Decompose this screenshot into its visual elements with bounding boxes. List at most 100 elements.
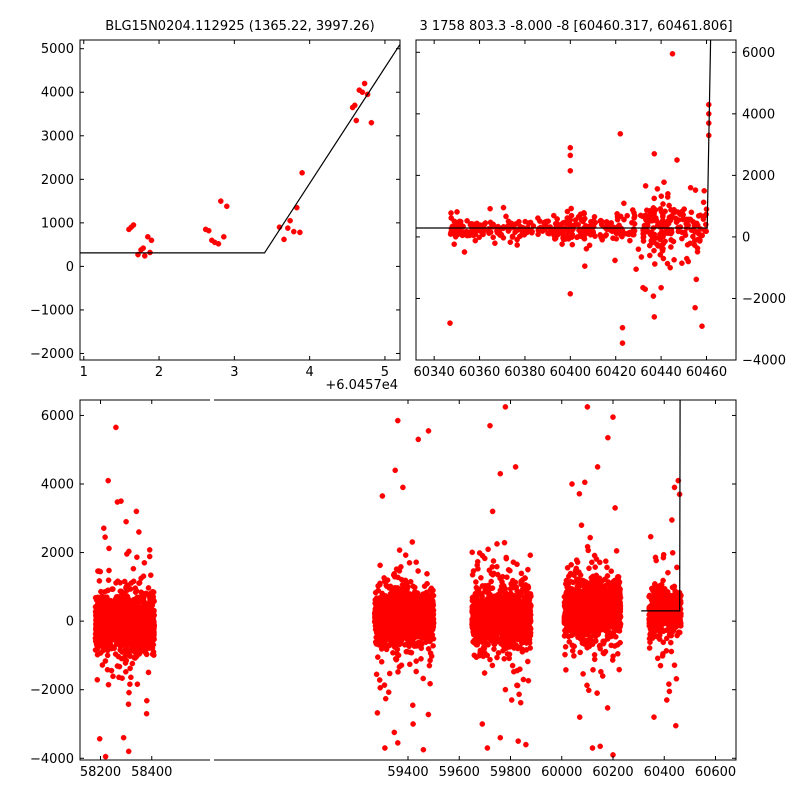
data-point [627, 237, 633, 244]
data-point [506, 651, 513, 658]
data-point [567, 290, 574, 297]
data-point [391, 574, 398, 580]
data-point [151, 607, 157, 614]
data-point [508, 641, 515, 648]
data-point [699, 323, 705, 330]
data-point [102, 534, 108, 540]
plot-area [80, 40, 400, 360]
data-point [525, 658, 531, 665]
data-point [372, 623, 379, 629]
data-point [382, 695, 389, 702]
data-point [114, 663, 121, 669]
data-point [654, 186, 661, 192]
data-point [516, 593, 523, 600]
data-point [95, 568, 101, 574]
data-point [454, 209, 460, 215]
data-point [640, 284, 646, 291]
data-point [687, 184, 694, 191]
data-point [509, 662, 516, 669]
data-point [694, 248, 701, 255]
data-point [527, 608, 534, 614]
data-point [424, 571, 430, 577]
data-point [481, 650, 488, 656]
data-point [651, 195, 658, 202]
data-point [640, 238, 647, 244]
data-point [383, 646, 390, 653]
x-tick-label: 1 [80, 365, 88, 380]
data-point [130, 222, 137, 228]
data-point [429, 622, 436, 628]
data-point [396, 664, 403, 670]
data-point [524, 633, 530, 640]
data-point [514, 682, 521, 689]
data-point [481, 604, 488, 610]
data-point [149, 592, 156, 599]
data-point [116, 636, 122, 643]
data-point [670, 238, 677, 245]
data-point [508, 220, 515, 227]
data-point [407, 591, 413, 597]
data-point [127, 586, 134, 592]
data-point [108, 667, 115, 674]
x-tick-label: 60400 [550, 365, 591, 380]
data-point [447, 320, 453, 326]
data-point [613, 235, 620, 242]
data-point [635, 246, 642, 252]
x-tick-label: 3 [230, 365, 238, 380]
data-point [141, 253, 148, 259]
data-point [372, 589, 379, 596]
data-point [613, 548, 620, 554]
data-point [654, 241, 660, 247]
data-point [106, 545, 112, 552]
data-point [518, 578, 524, 585]
data-point [496, 637, 502, 643]
plot-content [416, 40, 712, 346]
data-point [503, 638, 509, 645]
data-point [674, 157, 680, 163]
data-point [409, 600, 416, 607]
data-point [496, 608, 503, 615]
data-point [413, 559, 420, 566]
data-point [394, 610, 401, 616]
data-point [124, 593, 131, 600]
model-line [80, 44, 400, 254]
data-point [406, 661, 413, 668]
data-point [113, 598, 120, 604]
data-point [621, 200, 627, 207]
data-point [700, 216, 707, 222]
data-point [690, 218, 696, 225]
data-point [223, 203, 230, 210]
data-point [651, 150, 658, 157]
data-point [130, 578, 137, 585]
data-point [501, 539, 508, 546]
chart-title: 3 1758 803.3 -8.000 -8 [60460.317, 60461… [419, 19, 732, 34]
data-point [430, 643, 436, 649]
data-point [508, 697, 515, 703]
data-point [101, 611, 107, 618]
data-point [653, 216, 660, 223]
data-point [483, 621, 490, 627]
data-point [99, 662, 106, 668]
data-point [692, 304, 698, 311]
data-point [375, 613, 382, 620]
data-point [136, 647, 143, 653]
data-point [487, 205, 493, 212]
data-point [688, 209, 695, 216]
data-point [409, 539, 416, 545]
data-point [141, 617, 148, 624]
data-point [148, 237, 155, 244]
data-point [659, 246, 666, 252]
data-point [514, 561, 520, 568]
data-point [568, 212, 575, 219]
y-tick-label: 4000 [41, 86, 74, 101]
data-point [502, 624, 509, 630]
data-point [525, 566, 531, 573]
data-point [507, 239, 514, 245]
data-point [509, 234, 516, 240]
data-point [492, 240, 498, 246]
data-point [637, 212, 644, 219]
data-point [664, 260, 671, 267]
data-point [402, 604, 409, 611]
data-point [517, 699, 524, 706]
data-point [565, 236, 572, 242]
